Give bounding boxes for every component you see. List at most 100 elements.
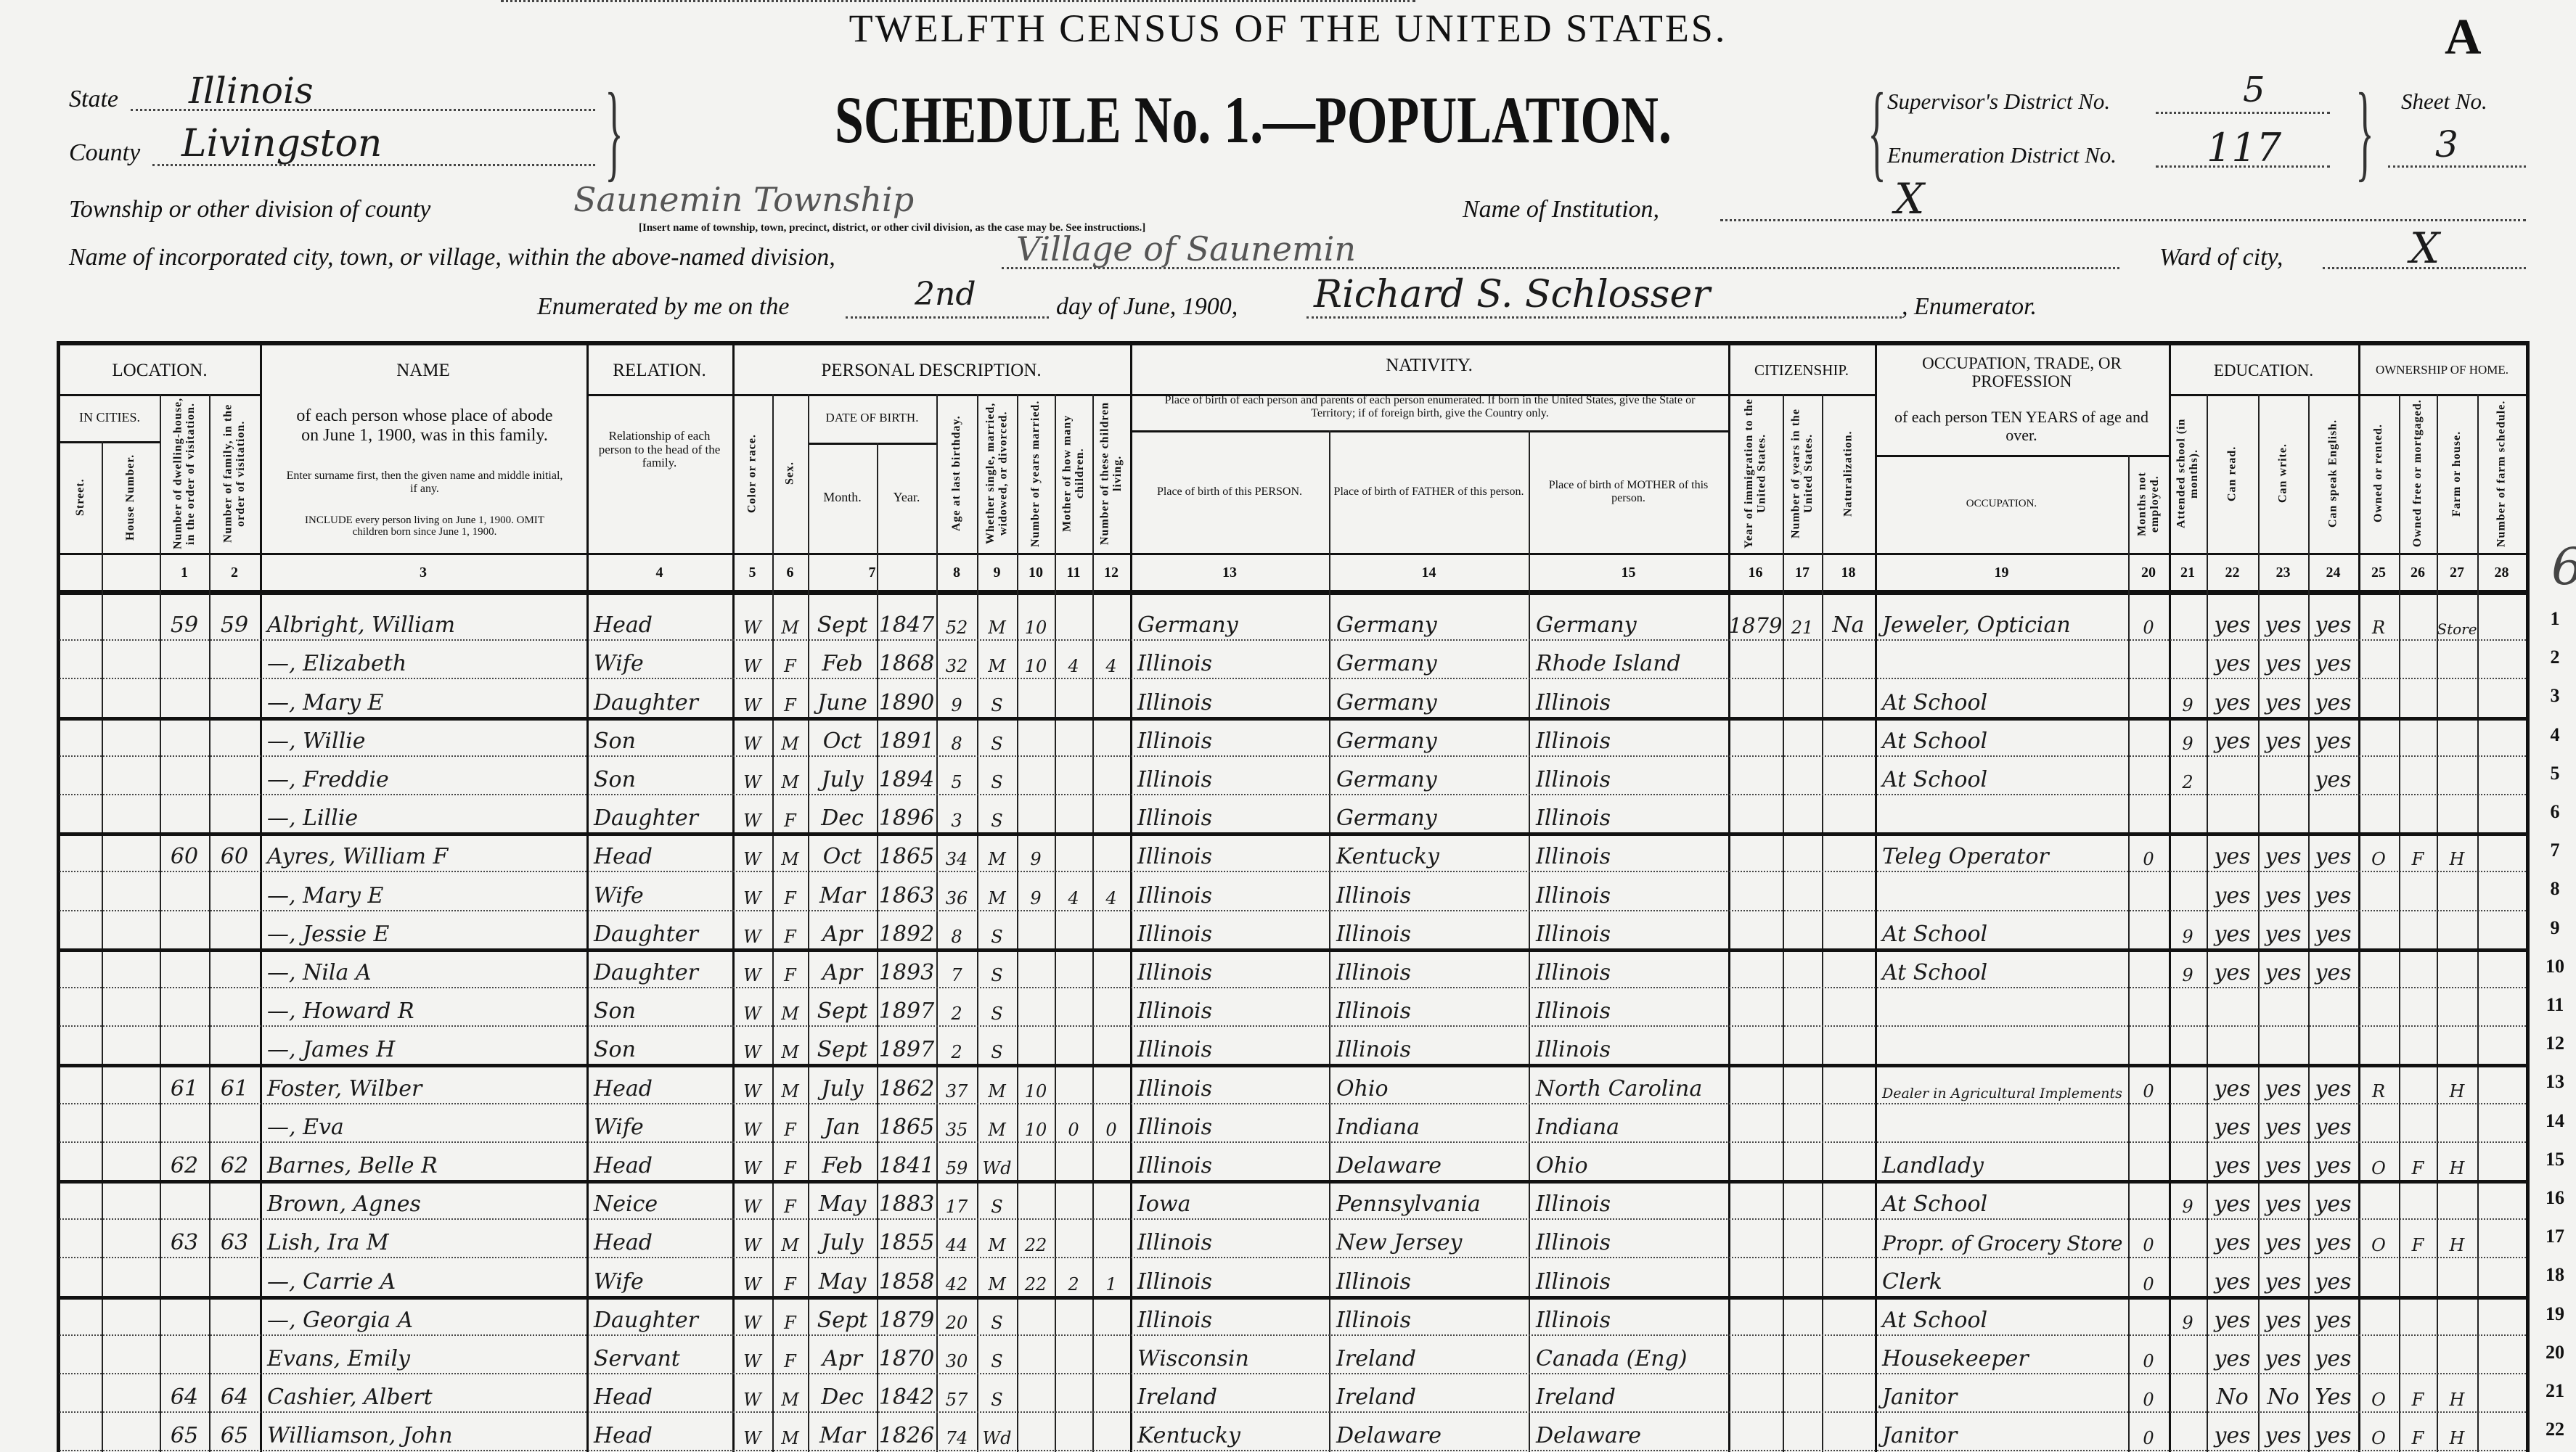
cell-school [2169,872,2207,911]
cell-unemployed [2128,641,2169,679]
section-personal-description: PERSONAL DESCRIPTION. [821,360,1042,380]
cell-occupation: Teleg Operator [1882,844,2049,870]
cell-living [1092,1181,1130,1220]
cell-farm: H [2449,1080,2465,1102]
cell-read: yes [2214,1307,2251,1333]
cell-owned: O [2371,1428,2386,1449]
township-line [501,0,1415,2]
cell-immigration [1728,988,1783,1027]
cell-free [2399,988,2437,1027]
cell-write [2258,757,2308,795]
line-number: 15 [2546,1148,2564,1170]
cell-mother-of [1055,1065,1092,1104]
cell-dwelling [160,872,209,911]
cell-school [2169,1220,2207,1258]
column-divider [2258,394,2260,1452]
cell-naturalization [1822,1413,1875,1451]
cell-english: yes [2315,651,2352,677]
cell-mother-of [1055,988,1092,1027]
row-rule [60,1064,2526,1068]
column-number: 4 [655,565,663,581]
cell-write: yes [2265,689,2302,715]
cell-relation: Wife [594,651,644,677]
cell-living [1092,1413,1130,1451]
column-number: 2 [231,565,238,581]
cell-english: yes [2315,921,2352,947]
cell-occupation: At School [1882,689,1988,715]
cell-mother-of [1055,718,1092,757]
cell-month: Jan [824,1114,861,1140]
column-number: 5 [748,565,756,581]
cell-bp-mother: Indiana [1536,1114,1620,1140]
cell-school [2169,1413,2207,1451]
cell-occupation: Dealer in Agricultural Implements [1882,1085,2122,1102]
cell-marital: S [991,926,1003,947]
cell-year: 1855 [878,1230,935,1256]
cell-write [2258,988,2308,1027]
cell-family [209,641,260,679]
cell-owned: O [2371,849,2386,870]
cell-bp-person: Wisconsin [1137,1345,1249,1371]
column-number: 21 [2180,565,2195,581]
cell-living [1092,757,1130,795]
row-rule [60,1295,2526,1300]
cell-relation: Wife [594,882,644,908]
cell-year: 1863 [878,882,935,908]
cell-dwelling [160,1027,209,1065]
cell-immigration [1728,834,1783,872]
cell-month: Feb [822,1152,863,1178]
cell-occupation: Propr. of Grocery Store [1882,1231,2123,1256]
cell-living [1092,1374,1130,1413]
cell-write: yes [2265,1230,2302,1256]
cell-owned: O [2371,1235,2386,1256]
sheet-label: Sheet No. [2401,89,2487,114]
row-rule [60,716,2526,721]
column-number: 15 [1621,565,1636,581]
cell-naturalization [1822,641,1875,679]
cell-owned [2358,1336,2399,1374]
column-divider [1822,394,1823,1452]
cell-name: —, Howard R [267,998,414,1025]
cell-immigration [1728,1297,1783,1336]
cell-age: 44 [945,1235,968,1256]
cell-farm: H [2449,1235,2465,1256]
state-label: State [69,86,118,112]
ward-line [2323,267,2526,269]
header-divider [1130,430,1728,432]
cell-years-us [1783,1065,1822,1104]
cell-sex: M [781,1428,799,1449]
cell-living [1092,718,1130,757]
row-rule [60,1373,2526,1374]
cell-color: W [743,1390,761,1411]
cell-owned [2358,988,2399,1027]
cell-name: —, Mary E [267,689,384,715]
header-immigration: Year of immigration to the United States… [1742,398,1768,549]
cell-write: yes [2265,959,2302,985]
cell-bp-mother: Illinois [1536,1268,1611,1295]
cell-farm: Store [2437,620,2477,639]
cell-marital: M [988,1080,1006,1102]
cell-month: Sept [817,612,868,639]
cell-color: W [743,849,761,870]
cell-relation: Neice [594,1191,658,1218]
cell-farm [2437,1336,2477,1374]
cell-farm-sched [2477,1297,2526,1336]
header-marital: Whether single, married, widowed, or div… [984,402,1010,545]
cell-bp-mother: Ohio [1536,1152,1588,1178]
cell-relation: Wife [594,1114,644,1140]
cell-year: 1865 [878,844,935,870]
cell-bp-father: Germany [1336,766,1437,792]
cell-occupation: Janitor [1882,1423,1958,1449]
cell-marital: M [988,1119,1006,1140]
cell-sex: M [781,1235,799,1256]
cell-bp-father: Illinois [1336,1037,1412,1063]
cell-owned [2358,1258,2399,1297]
cell-relation: Daughter [594,1307,698,1333]
cell-write: yes [2265,1268,2302,1295]
cell-dwelling [160,950,209,988]
line-number: 13 [2546,1071,2564,1093]
cell-bp-person: Illinois [1137,1268,1213,1295]
cell-immigration: 1879 [1728,613,1783,639]
day-value: 2nd [915,276,976,313]
cell-year: 1897 [878,1037,935,1063]
